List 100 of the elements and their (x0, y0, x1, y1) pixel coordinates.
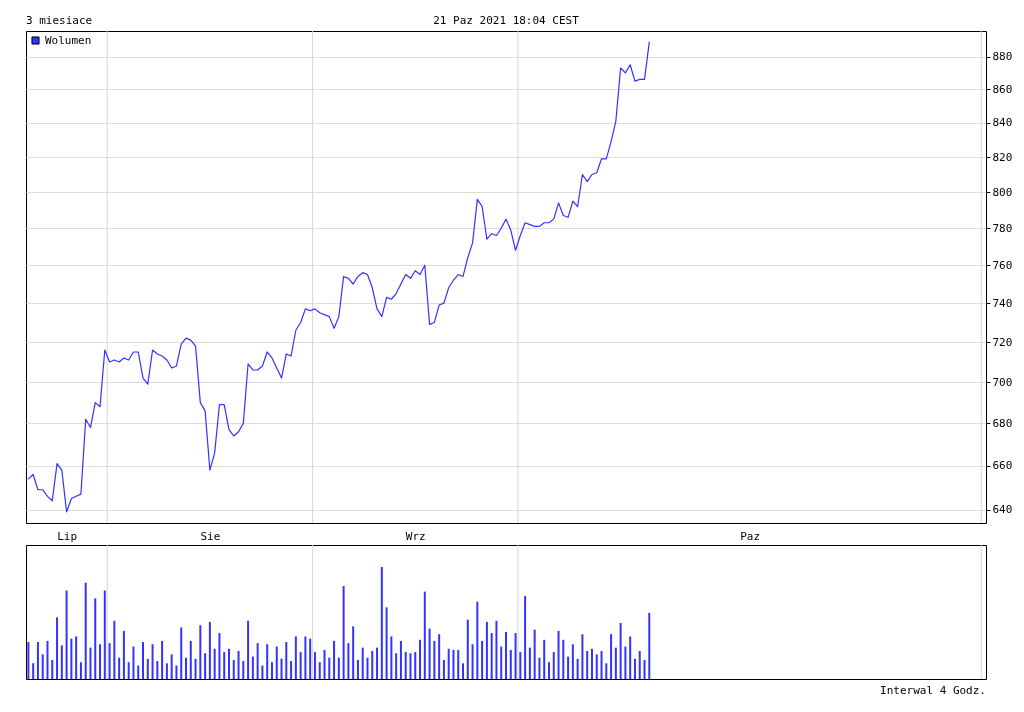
bar (390, 636, 393, 679)
bar (619, 623, 622, 679)
y-tick-label: 820 (992, 150, 1013, 164)
bar (605, 663, 608, 679)
bar (70, 638, 73, 679)
bar (270, 662, 273, 679)
bar (423, 591, 426, 679)
bar (285, 642, 288, 679)
bar (376, 647, 379, 679)
bar (328, 657, 331, 679)
bar (404, 652, 407, 679)
bar (127, 662, 130, 679)
bar (103, 590, 106, 679)
bar (395, 653, 398, 679)
bar (142, 642, 145, 679)
bar (132, 646, 135, 679)
y-tick-label: 740 (992, 296, 1013, 310)
bar (94, 598, 97, 679)
bar (581, 634, 584, 679)
bar (165, 663, 168, 679)
bar (610, 634, 613, 679)
bar (595, 654, 598, 679)
bar (60, 645, 63, 679)
bar (490, 633, 493, 679)
bar (509, 649, 512, 679)
bar (189, 640, 192, 679)
bar (414, 652, 417, 679)
bar (304, 636, 307, 679)
bar (638, 651, 641, 679)
bar (586, 651, 589, 679)
bar (227, 648, 230, 679)
bar (251, 656, 254, 679)
bar (481, 640, 484, 679)
bar (156, 661, 159, 679)
bar (261, 665, 264, 679)
bar (89, 647, 92, 679)
bar (333, 640, 336, 679)
bar (471, 644, 474, 679)
bar (533, 629, 536, 679)
y-tick-label: 800 (992, 185, 1013, 199)
bar (218, 633, 221, 679)
bar (347, 643, 350, 679)
bar (361, 647, 364, 679)
bar (46, 640, 49, 679)
bar (256, 643, 259, 679)
bar (194, 658, 197, 679)
bar (552, 652, 555, 679)
bar (452, 649, 455, 679)
x-tick-label: Wrz (405, 529, 426, 543)
bar (242, 661, 245, 679)
bar (75, 636, 78, 679)
bar (313, 652, 316, 679)
bar (433, 640, 436, 679)
x-tick-label: Sie (200, 529, 221, 543)
y-tick-label: 840 (992, 116, 1013, 130)
y-tick-label: 780 (992, 221, 1013, 235)
bar (41, 654, 44, 679)
bar (208, 621, 211, 679)
bar (442, 659, 445, 679)
bar (108, 643, 111, 679)
y-tick-label: 880 (992, 50, 1013, 64)
bar (213, 648, 216, 679)
bar (337, 657, 340, 679)
y-tick-label: 640 (992, 503, 1013, 517)
bar (571, 644, 574, 679)
y-tick-label: 720 (992, 335, 1013, 349)
bar (170, 654, 173, 679)
bar (342, 586, 345, 679)
bar (266, 644, 269, 679)
bar (600, 651, 603, 679)
bar (113, 620, 116, 679)
bar (318, 662, 321, 679)
bar (199, 625, 202, 679)
bar (180, 627, 183, 679)
bar (294, 636, 297, 679)
bar (419, 639, 422, 679)
text: 21 Paz 2021 18:04 CEST (433, 14, 580, 27)
bar (275, 646, 278, 679)
bar (27, 642, 30, 679)
bar (280, 658, 283, 679)
bar (462, 663, 465, 679)
y-tick-label: 680 (992, 416, 1013, 430)
bar (385, 607, 388, 679)
bar (466, 619, 469, 679)
bar (137, 665, 140, 679)
bar (299, 652, 302, 679)
bar (65, 590, 68, 679)
bar (500, 646, 503, 679)
bar (409, 653, 412, 679)
bar (56, 617, 59, 679)
bar (457, 649, 460, 679)
bar (79, 662, 82, 679)
bar (118, 657, 121, 679)
bar (146, 658, 149, 679)
bar (576, 658, 579, 679)
chart-title: 3 miesiace (26, 14, 93, 27)
bar (648, 612, 651, 679)
bar (543, 639, 546, 679)
bar (99, 644, 102, 679)
bar (547, 662, 550, 679)
